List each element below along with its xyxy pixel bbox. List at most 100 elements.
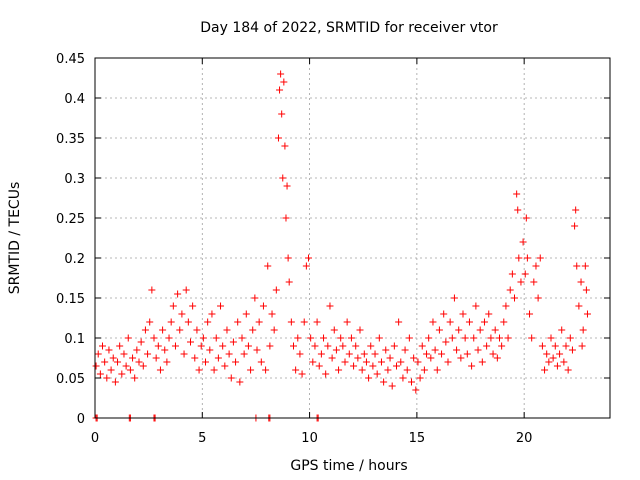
data-point: [410, 354, 418, 362]
data-point: [328, 354, 336, 362]
data-point: [320, 334, 328, 342]
data-point: [236, 378, 244, 386]
data-point: [562, 342, 570, 350]
data-point: [429, 318, 437, 326]
data-point: [360, 350, 368, 358]
data-point: [435, 326, 443, 334]
data-point: [105, 346, 113, 354]
data-point: [511, 294, 519, 302]
data-point: [292, 366, 300, 374]
data-point: [219, 342, 227, 350]
data-point: [182, 286, 190, 294]
data-point: [571, 222, 579, 230]
data-point: [583, 310, 591, 318]
data-point: [572, 206, 580, 214]
data-point: [137, 338, 145, 346]
data-point: [534, 294, 542, 302]
data-point: [371, 350, 379, 358]
data-point: [174, 290, 182, 298]
data-point: [506, 286, 514, 294]
data-point: [264, 262, 272, 270]
data-point: [414, 358, 422, 366]
data-point: [276, 86, 284, 94]
data-point: [204, 318, 212, 326]
data-point: [262, 366, 270, 374]
data-point: [289, 342, 297, 350]
data-point: [199, 334, 207, 342]
ticks-layer: 0 0.05 0.1 0.15 0.2 0.25 0.3 0.35 0.4 0.45 0 5 10 15 2…: [56, 52, 610, 446]
data-point: [247, 366, 255, 374]
data-point: [386, 354, 394, 362]
data-point: [465, 318, 473, 326]
data-point: [522, 214, 530, 222]
data-point: [474, 346, 482, 354]
data-point: [485, 310, 493, 318]
data-point: [197, 342, 205, 350]
data-point: [195, 366, 203, 374]
data-point: [412, 386, 420, 394]
data-point: [244, 342, 252, 350]
data-point: [268, 310, 276, 318]
data-point: [549, 354, 557, 362]
data-point: [365, 374, 373, 382]
y-tick-label: 0.45: [56, 52, 85, 67]
data-point: [358, 366, 366, 374]
data-point: [566, 334, 574, 342]
data-point: [560, 358, 568, 366]
data-point: [214, 354, 222, 362]
data-point: [521, 270, 529, 278]
data-point: [446, 318, 454, 326]
data-point: [375, 334, 383, 342]
data-point: [478, 358, 486, 366]
data-point: [277, 70, 285, 78]
data-point: [330, 326, 338, 334]
data-point: [450, 294, 458, 302]
data-point: [397, 358, 405, 366]
data-point: [315, 362, 323, 370]
data-point: [305, 254, 313, 262]
data-point: [302, 262, 310, 270]
data-point: [217, 302, 225, 310]
data-point: [528, 334, 536, 342]
data-point: [180, 350, 188, 358]
data-point: [313, 318, 321, 326]
y-tick-label: 0.4: [64, 92, 85, 107]
data-point: [457, 354, 465, 362]
data-point: [369, 362, 377, 370]
data-point: [232, 358, 240, 366]
grid-layer: [95, 58, 610, 418]
data-point: [491, 326, 499, 334]
data-point: [135, 358, 143, 366]
data-point: [399, 374, 407, 382]
data-point: [159, 326, 167, 334]
data-point: [116, 342, 124, 350]
data-point: [257, 358, 265, 366]
data-point: [476, 326, 484, 334]
data-point: [284, 254, 292, 262]
data-point: [438, 350, 446, 358]
data-point: [431, 346, 439, 354]
data-point: [573, 262, 581, 270]
data-point: [186, 338, 194, 346]
data-point: [427, 354, 435, 362]
data-point: [208, 310, 216, 318]
data-point: [470, 334, 478, 342]
data-point: [282, 214, 290, 222]
data-point: [92, 362, 100, 370]
data-point: [171, 342, 179, 350]
data-point: [152, 354, 160, 362]
data-point: [94, 350, 102, 358]
data-point: [144, 350, 152, 358]
data-point: [514, 206, 522, 214]
data-point: [111, 378, 119, 386]
data-point: [129, 354, 137, 362]
data-point: [508, 270, 516, 278]
data-point: [401, 346, 409, 354]
data-point: [307, 334, 315, 342]
data-point: [556, 350, 564, 358]
data-point: [210, 366, 218, 374]
data-point: [253, 346, 261, 354]
data-point: [146, 318, 154, 326]
points-layer: [92, 70, 591, 394]
